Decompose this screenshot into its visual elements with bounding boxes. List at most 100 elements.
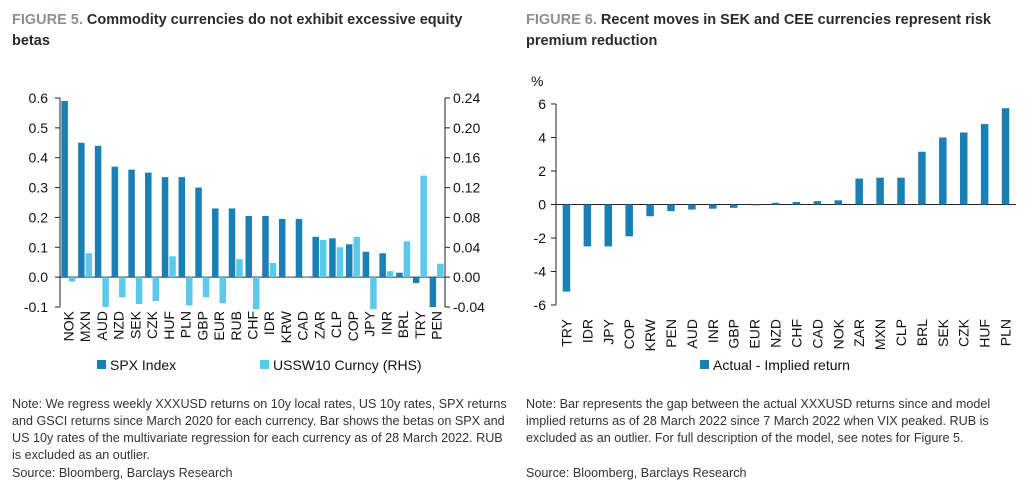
y-tick-label: 4 (538, 130, 546, 146)
legend-label-spx: SPX Index (110, 357, 176, 373)
return-bar (876, 177, 884, 205)
spx-bar (312, 236, 319, 278)
usw10-bar (152, 277, 160, 302)
spx-bar (228, 208, 236, 278)
spx-bar (128, 169, 135, 278)
usw10-bar (319, 239, 327, 278)
return-bar (959, 132, 968, 205)
legend-swatch-spx (97, 360, 106, 369)
category-label: KRW (278, 310, 294, 343)
category-label: COP (621, 319, 637, 349)
category-label: ZAR (311, 311, 327, 339)
figure-6-chart: % -6 -4 -2 0 2 4 6 TRY IDR JPY COP KRW PEN AUD INR GBP EU… (531, 73, 1016, 373)
return-bar (667, 204, 675, 212)
right-tick-label: 0.20 (453, 120, 480, 136)
right-tick-label: 0.00 (453, 269, 480, 285)
right-tick-label: 0.12 (453, 180, 480, 196)
spx-bar (245, 215, 252, 278)
usw10-bar (336, 247, 344, 278)
return-bar (771, 202, 780, 205)
figure-6-note: Note: Bar represents the gap between the… (526, 397, 991, 445)
category-label: HUF (977, 319, 993, 348)
spx-bar (278, 218, 286, 278)
usw10-bar (353, 236, 360, 278)
figure-5-source: Source: Bloomberg, Barclays Research (12, 466, 233, 480)
spx-bar (362, 251, 370, 278)
y-unit-label: % (531, 73, 543, 89)
spx-bar (345, 244, 353, 278)
category-label: MXN (77, 311, 93, 342)
spx-bar (178, 177, 186, 278)
category-label: GBP (194, 311, 210, 341)
return-bar (646, 204, 654, 217)
category-label: AUD (94, 311, 110, 341)
category-label: CAD (809, 319, 825, 349)
y-tick-label: -2 (534, 230, 547, 246)
spx-bar (429, 277, 437, 307)
spx-bar (396, 272, 403, 278)
category-label: CLP (893, 319, 909, 346)
spx-bar (195, 187, 202, 278)
category-label: JPY (362, 310, 378, 336)
figure-5-title-text: Commodity currencies do not exhibit exce… (12, 12, 463, 49)
category-label: CLP (328, 311, 344, 338)
usw10-bar (236, 259, 243, 278)
return-bar (750, 204, 759, 206)
usw10-bar (85, 253, 93, 278)
usw10-bar (169, 256, 176, 278)
category-label: CHF (788, 319, 804, 348)
category-label: NZD (111, 311, 127, 340)
right-tick-label: -0.04 (453, 299, 485, 315)
figure-6-title-text: Recent moves in SEK and CEE currencies r… (526, 12, 991, 49)
left-tick-label: 0.4 (29, 150, 49, 166)
category-label: GBP (726, 319, 742, 349)
usw10-bar (102, 277, 109, 307)
legend-label-usw10: USSW10 Curncy (RHS) (273, 357, 422, 373)
legend-label-return: Actual - Implied return (713, 357, 850, 373)
usw10-bar (420, 175, 427, 278)
left-tick-label: -0.1 (24, 299, 48, 315)
category-label: PEN (663, 319, 679, 348)
usw10-bar (403, 241, 411, 278)
category-label: NZD (768, 319, 784, 348)
return-bar (1001, 108, 1010, 205)
figure-5-title: FIGURE 5. Commodity currencies do not exh… (12, 10, 492, 52)
left-tick-label: 0.0 (29, 269, 49, 285)
category-label: SEK (127, 310, 143, 339)
figure-5-note: Note: We regress weekly XXXUSD returns o… (12, 397, 507, 462)
return-bar (562, 204, 571, 292)
category-label: CHF (245, 311, 261, 340)
category-label: BRL (914, 319, 930, 346)
category-label: EUR (747, 319, 763, 349)
y-tick-label: 6 (538, 96, 546, 112)
return-bar (792, 201, 801, 205)
return-bar (918, 151, 926, 205)
spx-bar (329, 238, 336, 278)
category-label: HUF (161, 311, 177, 340)
spx-bar (212, 208, 219, 278)
usw10-bar (68, 277, 76, 282)
category-label: IDR (579, 319, 595, 343)
right-tick-label: 0.24 (453, 90, 480, 106)
category-label: AUD (684, 319, 700, 349)
usw10-bar (253, 277, 260, 310)
category-label: TRY (558, 318, 574, 346)
usw10-bar (269, 262, 277, 278)
usw10-bar (219, 277, 227, 304)
right-tick-label: 0.08 (453, 209, 480, 225)
category-label: SEK (935, 318, 951, 347)
category-label: MXN (872, 319, 888, 350)
figure-6-title: FIGURE 6. Recent moves in SEK and CEE cur… (526, 10, 1026, 52)
figure-5-label: FIGURE 5. (12, 12, 83, 28)
usw10-bar (386, 271, 394, 278)
usw10-bar (437, 263, 444, 278)
spx-bar (161, 177, 169, 278)
y-tick-label: 2 (538, 163, 546, 179)
spx-bar (78, 142, 85, 278)
return-bar (729, 204, 738, 208)
return-bar (709, 204, 717, 209)
return-bar (855, 178, 863, 205)
category-label: KRW (642, 318, 658, 351)
category-label: ZAR (851, 319, 867, 347)
spx-bar (262, 215, 269, 278)
